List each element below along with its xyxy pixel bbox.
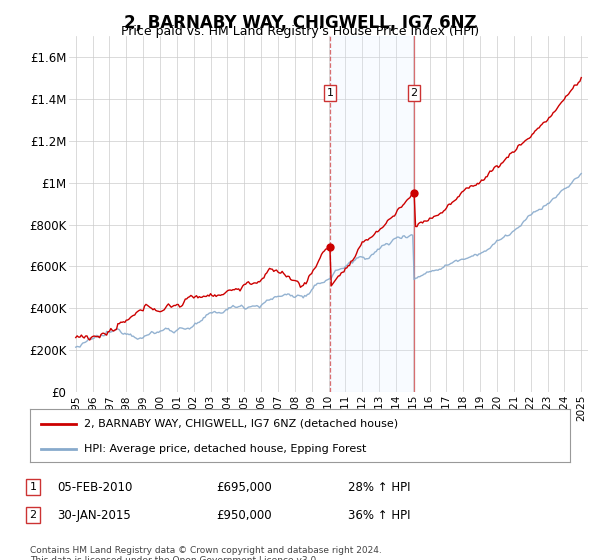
Text: 1: 1 [29,482,37,492]
Text: £695,000: £695,000 [216,480,272,494]
Text: 2, BARNABY WAY, CHIGWELL, IG7 6NZ: 2, BARNABY WAY, CHIGWELL, IG7 6NZ [124,14,476,32]
Text: 2: 2 [29,510,37,520]
Text: 30-JAN-2015: 30-JAN-2015 [57,508,131,522]
Text: 05-FEB-2010: 05-FEB-2010 [57,480,133,494]
Bar [330,36,414,392]
Text: 2: 2 [410,88,418,98]
Text: Contains HM Land Registry data © Crown copyright and database right 2024.
This d: Contains HM Land Registry data © Crown c… [30,546,382,560]
Text: 1: 1 [326,88,334,98]
Text: £950,000: £950,000 [216,508,272,522]
Text: 28% ↑ HPI: 28% ↑ HPI [348,480,410,494]
Text: Price paid vs. HM Land Registry's House Price Index (HPI): Price paid vs. HM Land Registry's House … [121,25,479,38]
Text: HPI: Average price, detached house, Epping Forest: HPI: Average price, detached house, Eppi… [84,444,367,454]
Text: 36% ↑ HPI: 36% ↑ HPI [348,508,410,522]
Text: 2, BARNABY WAY, CHIGWELL, IG7 6NZ (detached house): 2, BARNABY WAY, CHIGWELL, IG7 6NZ (detac… [84,419,398,429]
